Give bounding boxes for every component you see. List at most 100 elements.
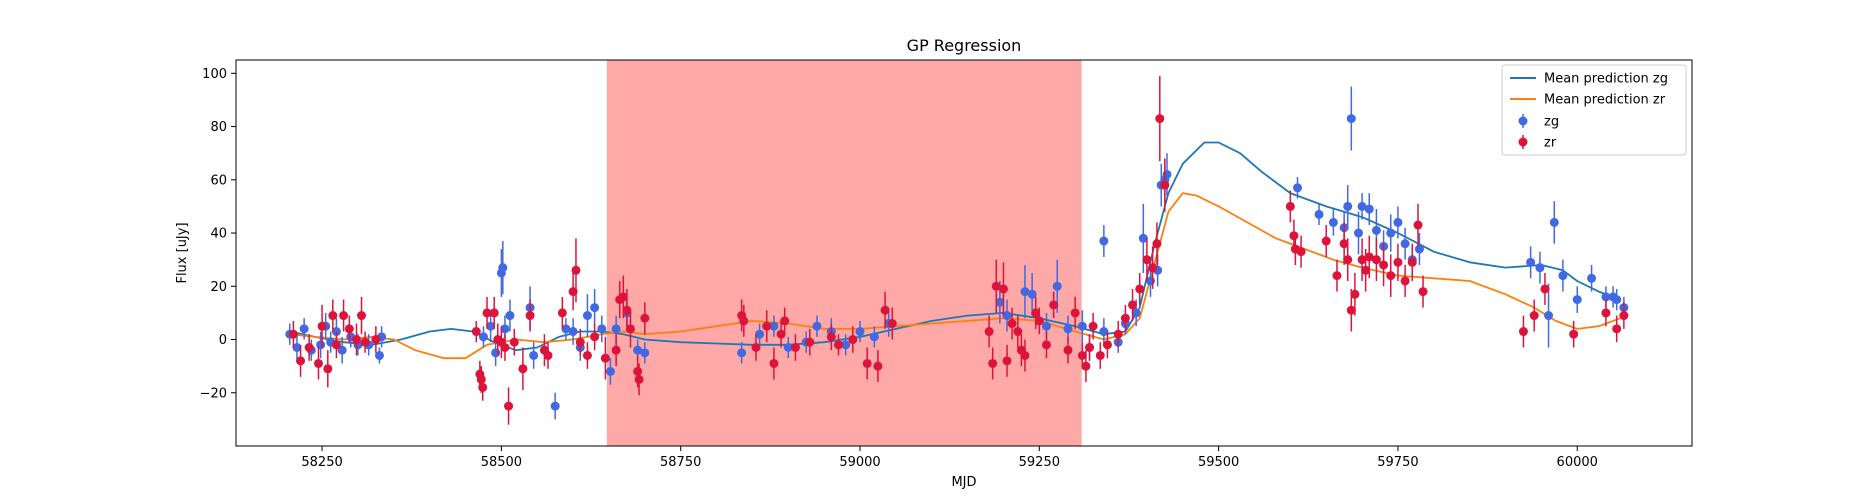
marker (529, 350, 539, 360)
x-tick-label: 59500 (1198, 455, 1239, 470)
marker (633, 345, 643, 355)
x-tick-label: 58500 (481, 455, 522, 470)
marker (1285, 201, 1295, 211)
x-tick-label: 60000 (1557, 455, 1598, 470)
data-point-zr (1142, 238, 1152, 281)
marker (1020, 350, 1030, 360)
x-axis-ticks: 58250 58500 58750 59000 59250 59500 59750 60000 (301, 446, 1598, 470)
marker (582, 311, 592, 321)
data-point-zr (1332, 259, 1342, 292)
data-point-zr (780, 307, 790, 335)
data-point-zr (833, 334, 843, 356)
marker (1400, 239, 1410, 249)
data-point-zr (557, 296, 567, 329)
data-point-zg (1572, 286, 1582, 313)
marker (360, 337, 370, 347)
marker (1063, 324, 1073, 334)
x-tick-label: 59750 (1377, 455, 1418, 470)
data-point-zr (1020, 339, 1030, 372)
data-point-zr (331, 331, 341, 359)
data-point-zr (575, 328, 585, 356)
marker (1148, 263, 1158, 273)
marker (292, 343, 302, 353)
marker (805, 337, 815, 347)
marker (622, 305, 632, 315)
marker (1085, 343, 1095, 353)
data-point-zg (1020, 264, 1030, 319)
marker (611, 324, 621, 334)
data-point-zg (1386, 214, 1396, 252)
data-point-zr (317, 304, 327, 348)
data-point-zr (1569, 320, 1579, 348)
data-point-zg (561, 318, 571, 340)
data-point-zr (371, 326, 381, 353)
marker (1361, 265, 1371, 275)
marker (1350, 289, 1360, 299)
data-point-zg (590, 288, 600, 327)
marker (500, 324, 510, 334)
data-point-zg (1343, 185, 1353, 228)
data-point-zr (1619, 302, 1629, 329)
marker (500, 343, 510, 353)
marker (1346, 305, 1356, 315)
marker (505, 311, 515, 321)
marker (1027, 289, 1037, 299)
data-point-zr (1007, 307, 1017, 340)
marker (600, 353, 610, 363)
marker (1063, 345, 1073, 355)
data-point-zg (1393, 206, 1403, 239)
data-point-zr (762, 310, 772, 343)
y-tick-label: 20 (210, 280, 227, 295)
marker (498, 263, 508, 273)
marker (1414, 244, 1424, 254)
legend: Mean prediction zg Mean prediction zr zg… (1501, 64, 1687, 156)
data-point-zr (1343, 238, 1353, 281)
data-point-zr (1418, 275, 1428, 308)
y-tick-label: 40 (210, 227, 227, 242)
data-point-zg (812, 315, 822, 337)
marker (489, 308, 499, 318)
marker (1544, 311, 1554, 321)
data-point-zg (505, 299, 515, 332)
data-point-zr (862, 347, 872, 380)
marker (1328, 217, 1338, 227)
marker (1138, 233, 1148, 243)
marker (1386, 271, 1396, 281)
marker (471, 327, 481, 337)
y-tick-label: 60 (210, 173, 227, 188)
data-point-zr (500, 334, 510, 361)
data-point-zr (984, 315, 994, 348)
legend-label-zg-prediction: Mean prediction zg (1544, 72, 1668, 87)
data-point-zr (1013, 315, 1023, 348)
data-points-layer (285, 75, 1629, 425)
marker (991, 281, 1001, 291)
data-point-zr (1357, 238, 1367, 281)
marker (1364, 204, 1374, 214)
data-point-zr (634, 363, 644, 396)
data-point-zg (855, 320, 865, 343)
data-point-zr (582, 342, 592, 369)
marker (1357, 255, 1367, 265)
data-point-zr (1041, 331, 1051, 359)
marker (331, 340, 341, 350)
y-tick-label: 80 (210, 120, 227, 135)
marker (1289, 231, 1299, 241)
data-point-zr (518, 347, 528, 391)
data-point-zr (1386, 254, 1396, 297)
data-point-zg (496, 249, 506, 297)
data-point-zg (1558, 259, 1568, 292)
marker (833, 340, 843, 350)
marker (1052, 281, 1062, 291)
data-point-zg (1612, 288, 1622, 311)
marker (1371, 225, 1381, 235)
data-point-zr (988, 347, 998, 380)
data-point-zg (1099, 225, 1109, 257)
data-point-zg (568, 318, 578, 345)
marker (755, 329, 765, 339)
y-tick-label: −20 (200, 386, 227, 401)
marker (1587, 273, 1597, 283)
marker (597, 324, 607, 334)
data-point-zg (640, 342, 650, 364)
data-point-zr (769, 347, 779, 380)
data-point-zg (582, 294, 592, 337)
